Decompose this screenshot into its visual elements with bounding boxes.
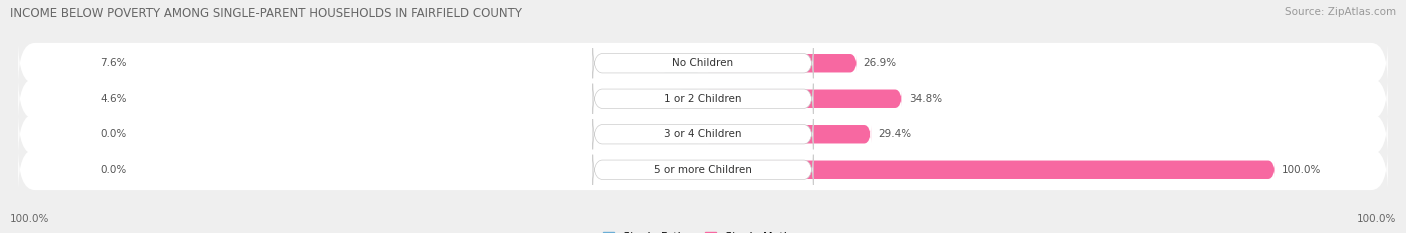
FancyBboxPatch shape bbox=[703, 54, 856, 72]
Text: No Children: No Children bbox=[672, 58, 734, 68]
Text: 0.0%: 0.0% bbox=[101, 129, 127, 139]
Text: 100.0%: 100.0% bbox=[1282, 165, 1322, 175]
FancyBboxPatch shape bbox=[676, 89, 703, 108]
FancyBboxPatch shape bbox=[593, 84, 813, 114]
FancyBboxPatch shape bbox=[18, 76, 1388, 121]
Text: 4.6%: 4.6% bbox=[101, 94, 127, 104]
Text: 7.6%: 7.6% bbox=[101, 58, 127, 68]
Text: 1 or 2 Children: 1 or 2 Children bbox=[664, 94, 742, 104]
Legend: Single Father, Single Mother: Single Father, Single Mother bbox=[603, 232, 803, 233]
Text: 3 or 4 Children: 3 or 4 Children bbox=[664, 129, 742, 139]
FancyBboxPatch shape bbox=[18, 41, 1388, 86]
FancyBboxPatch shape bbox=[593, 155, 813, 185]
FancyBboxPatch shape bbox=[18, 147, 1388, 192]
FancyBboxPatch shape bbox=[593, 119, 813, 149]
FancyBboxPatch shape bbox=[593, 48, 813, 78]
FancyBboxPatch shape bbox=[703, 125, 872, 144]
FancyBboxPatch shape bbox=[703, 89, 903, 108]
Text: INCOME BELOW POVERTY AMONG SINGLE-PARENT HOUSEHOLDS IN FAIRFIELD COUNTY: INCOME BELOW POVERTY AMONG SINGLE-PARENT… bbox=[10, 7, 522, 20]
Text: 100.0%: 100.0% bbox=[1357, 214, 1396, 224]
Text: 100.0%: 100.0% bbox=[10, 214, 49, 224]
FancyBboxPatch shape bbox=[659, 54, 703, 72]
Text: 29.4%: 29.4% bbox=[877, 129, 911, 139]
FancyBboxPatch shape bbox=[675, 125, 703, 144]
Text: 5 or more Children: 5 or more Children bbox=[654, 165, 752, 175]
FancyBboxPatch shape bbox=[675, 161, 703, 179]
Text: 34.8%: 34.8% bbox=[908, 94, 942, 104]
Text: 0.0%: 0.0% bbox=[101, 165, 127, 175]
Text: 26.9%: 26.9% bbox=[863, 58, 897, 68]
FancyBboxPatch shape bbox=[703, 161, 1275, 179]
FancyBboxPatch shape bbox=[18, 112, 1388, 157]
Text: Source: ZipAtlas.com: Source: ZipAtlas.com bbox=[1285, 7, 1396, 17]
